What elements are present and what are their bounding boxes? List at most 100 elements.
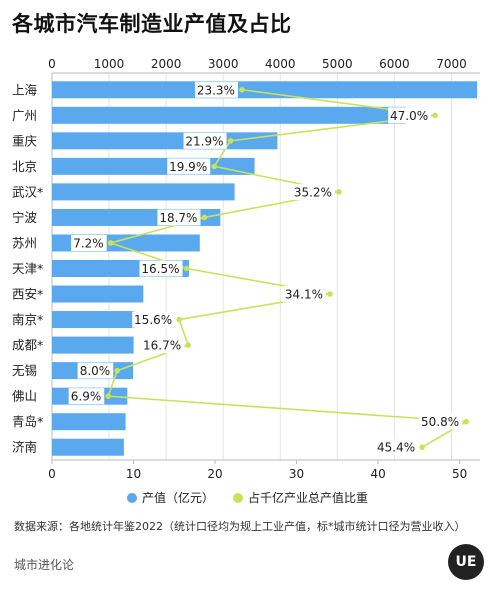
percent-label-bg xyxy=(141,337,185,354)
category-label: 广州 xyxy=(12,108,37,123)
bar xyxy=(52,183,235,201)
top-tick-label: 7000 xyxy=(436,57,467,71)
bars xyxy=(52,81,478,456)
percent-label-bg xyxy=(291,183,335,200)
bar xyxy=(52,311,135,329)
top-axis-ticks: 0 1000 2000 3000 4000 5000 6000 7000 xyxy=(48,57,467,71)
percent-labels: 23.3% 47.0% 21.9% 19.9% 35.2% 18.7% 7.2% 16.5% 3… xyxy=(68,81,463,456)
percent-label-bg xyxy=(419,413,463,430)
percent-label-bg xyxy=(77,362,114,379)
percent-label: 50.8% xyxy=(421,415,459,429)
bar xyxy=(52,438,124,456)
category-label: 济南 xyxy=(12,440,37,455)
percent-label: 45.4% xyxy=(377,441,415,455)
percent-point xyxy=(105,393,112,399)
bottom-tick-label: 30 xyxy=(289,467,304,481)
percent-label-bg xyxy=(71,234,107,251)
percent-label: 47.0% xyxy=(390,109,428,123)
brand-logo: UE xyxy=(448,544,484,580)
percent-label-bg xyxy=(194,81,238,98)
source-note: 数据来源：各地统计年鉴2022（统计口径均为规上工业产值，标*城市统计口径为营业… xyxy=(14,520,466,533)
category-label: 重庆 xyxy=(12,133,38,148)
percent-label-bg xyxy=(157,209,201,226)
percent-label: 6.9% xyxy=(71,390,102,404)
percent-label: 21.9% xyxy=(185,134,223,148)
top-tick-label: 0 xyxy=(48,57,56,71)
percent-line xyxy=(105,86,469,451)
bottom-tick-label: 40 xyxy=(370,467,385,481)
bottom-axis-ticks: 0 10 20 30 40 50 xyxy=(48,460,467,481)
category-label: 佛山 xyxy=(12,389,37,404)
category-label: 宁波 xyxy=(12,210,38,225)
percent-point xyxy=(432,112,438,119)
category-label: 无锡 xyxy=(12,363,37,378)
percent-point xyxy=(201,214,208,221)
top-tick-label: 5000 xyxy=(322,57,353,71)
percent-point xyxy=(239,86,245,93)
bar xyxy=(52,81,478,99)
percent-label-bg xyxy=(388,107,432,124)
category-label: 上海 xyxy=(12,82,38,97)
top-tick-label: 6000 xyxy=(379,57,410,71)
percent-label-bg xyxy=(68,388,105,405)
bar xyxy=(52,285,144,303)
bar xyxy=(52,336,134,354)
category-label: 西安* xyxy=(12,287,43,302)
bottom-tick-label: 0 xyxy=(48,467,56,481)
bar xyxy=(52,157,255,175)
percent-label: 8.0% xyxy=(80,364,111,378)
legend-label: 产值（亿元） xyxy=(142,490,214,505)
percent-point xyxy=(227,138,234,144)
percent-label-bg xyxy=(132,311,176,328)
legend-swatch xyxy=(233,493,243,503)
category-label: 成都* xyxy=(12,338,43,353)
percent-label-bg xyxy=(282,286,326,303)
bottom-tick-label: 10 xyxy=(126,467,141,481)
percent-point xyxy=(327,291,333,297)
bar xyxy=(52,413,126,431)
legend-swatch xyxy=(127,493,137,503)
bar xyxy=(52,132,278,150)
percent-point xyxy=(107,240,114,246)
percent-point xyxy=(114,367,121,374)
bottom-tick-label: 50 xyxy=(452,467,467,481)
percent-label: 16.5% xyxy=(141,262,179,276)
top-tick-label: 1000 xyxy=(94,57,125,71)
percent-label-bg xyxy=(139,260,183,277)
category-label: 北京 xyxy=(12,159,37,174)
brand-name: 城市进化论 xyxy=(14,558,75,572)
percent-label: 16.7% xyxy=(143,339,181,353)
category-label: 南京* xyxy=(12,312,43,327)
category-label: 武汉* xyxy=(12,184,43,199)
percent-label: 18.7% xyxy=(159,211,197,225)
category-label: 苏州 xyxy=(12,235,37,250)
percent-point xyxy=(185,342,191,348)
bar xyxy=(52,106,406,124)
percent-label-bg xyxy=(167,158,211,175)
top-tick-label: 2000 xyxy=(151,57,182,71)
percent-label-bg xyxy=(183,132,227,149)
percent-point xyxy=(419,444,425,451)
percent-label-bg xyxy=(375,439,419,456)
top-tick-label: 4000 xyxy=(265,57,296,71)
percent-point xyxy=(211,163,218,170)
percent-label: 19.9% xyxy=(169,160,207,174)
percent-label: 35.2% xyxy=(294,185,332,199)
percent-point xyxy=(176,316,182,323)
category-label: 青岛* xyxy=(12,414,43,429)
percent-point xyxy=(183,265,190,272)
percent-point xyxy=(336,189,342,195)
percent-label: 7.2% xyxy=(73,236,104,250)
legend-label: 占千亿产业总产值比重 xyxy=(248,490,368,505)
combo-chart: 0 1000 2000 3000 4000 5000 6000 7000 上海广州重庆北京武汉… xyxy=(12,57,480,505)
chart-title: 各城市汽车制造业产值及占比 xyxy=(12,12,292,36)
percent-label: 34.1% xyxy=(285,288,323,302)
percent-label: 23.3% xyxy=(197,83,235,97)
top-tick-label: 3000 xyxy=(208,57,239,71)
category-label: 天津* xyxy=(12,261,43,276)
bottom-tick-label: 20 xyxy=(207,467,222,481)
percent-label: 15.6% xyxy=(134,313,172,327)
percent-point xyxy=(463,418,469,425)
legend: 产值（亿元） 占千亿产业总产值比重 xyxy=(127,490,368,505)
